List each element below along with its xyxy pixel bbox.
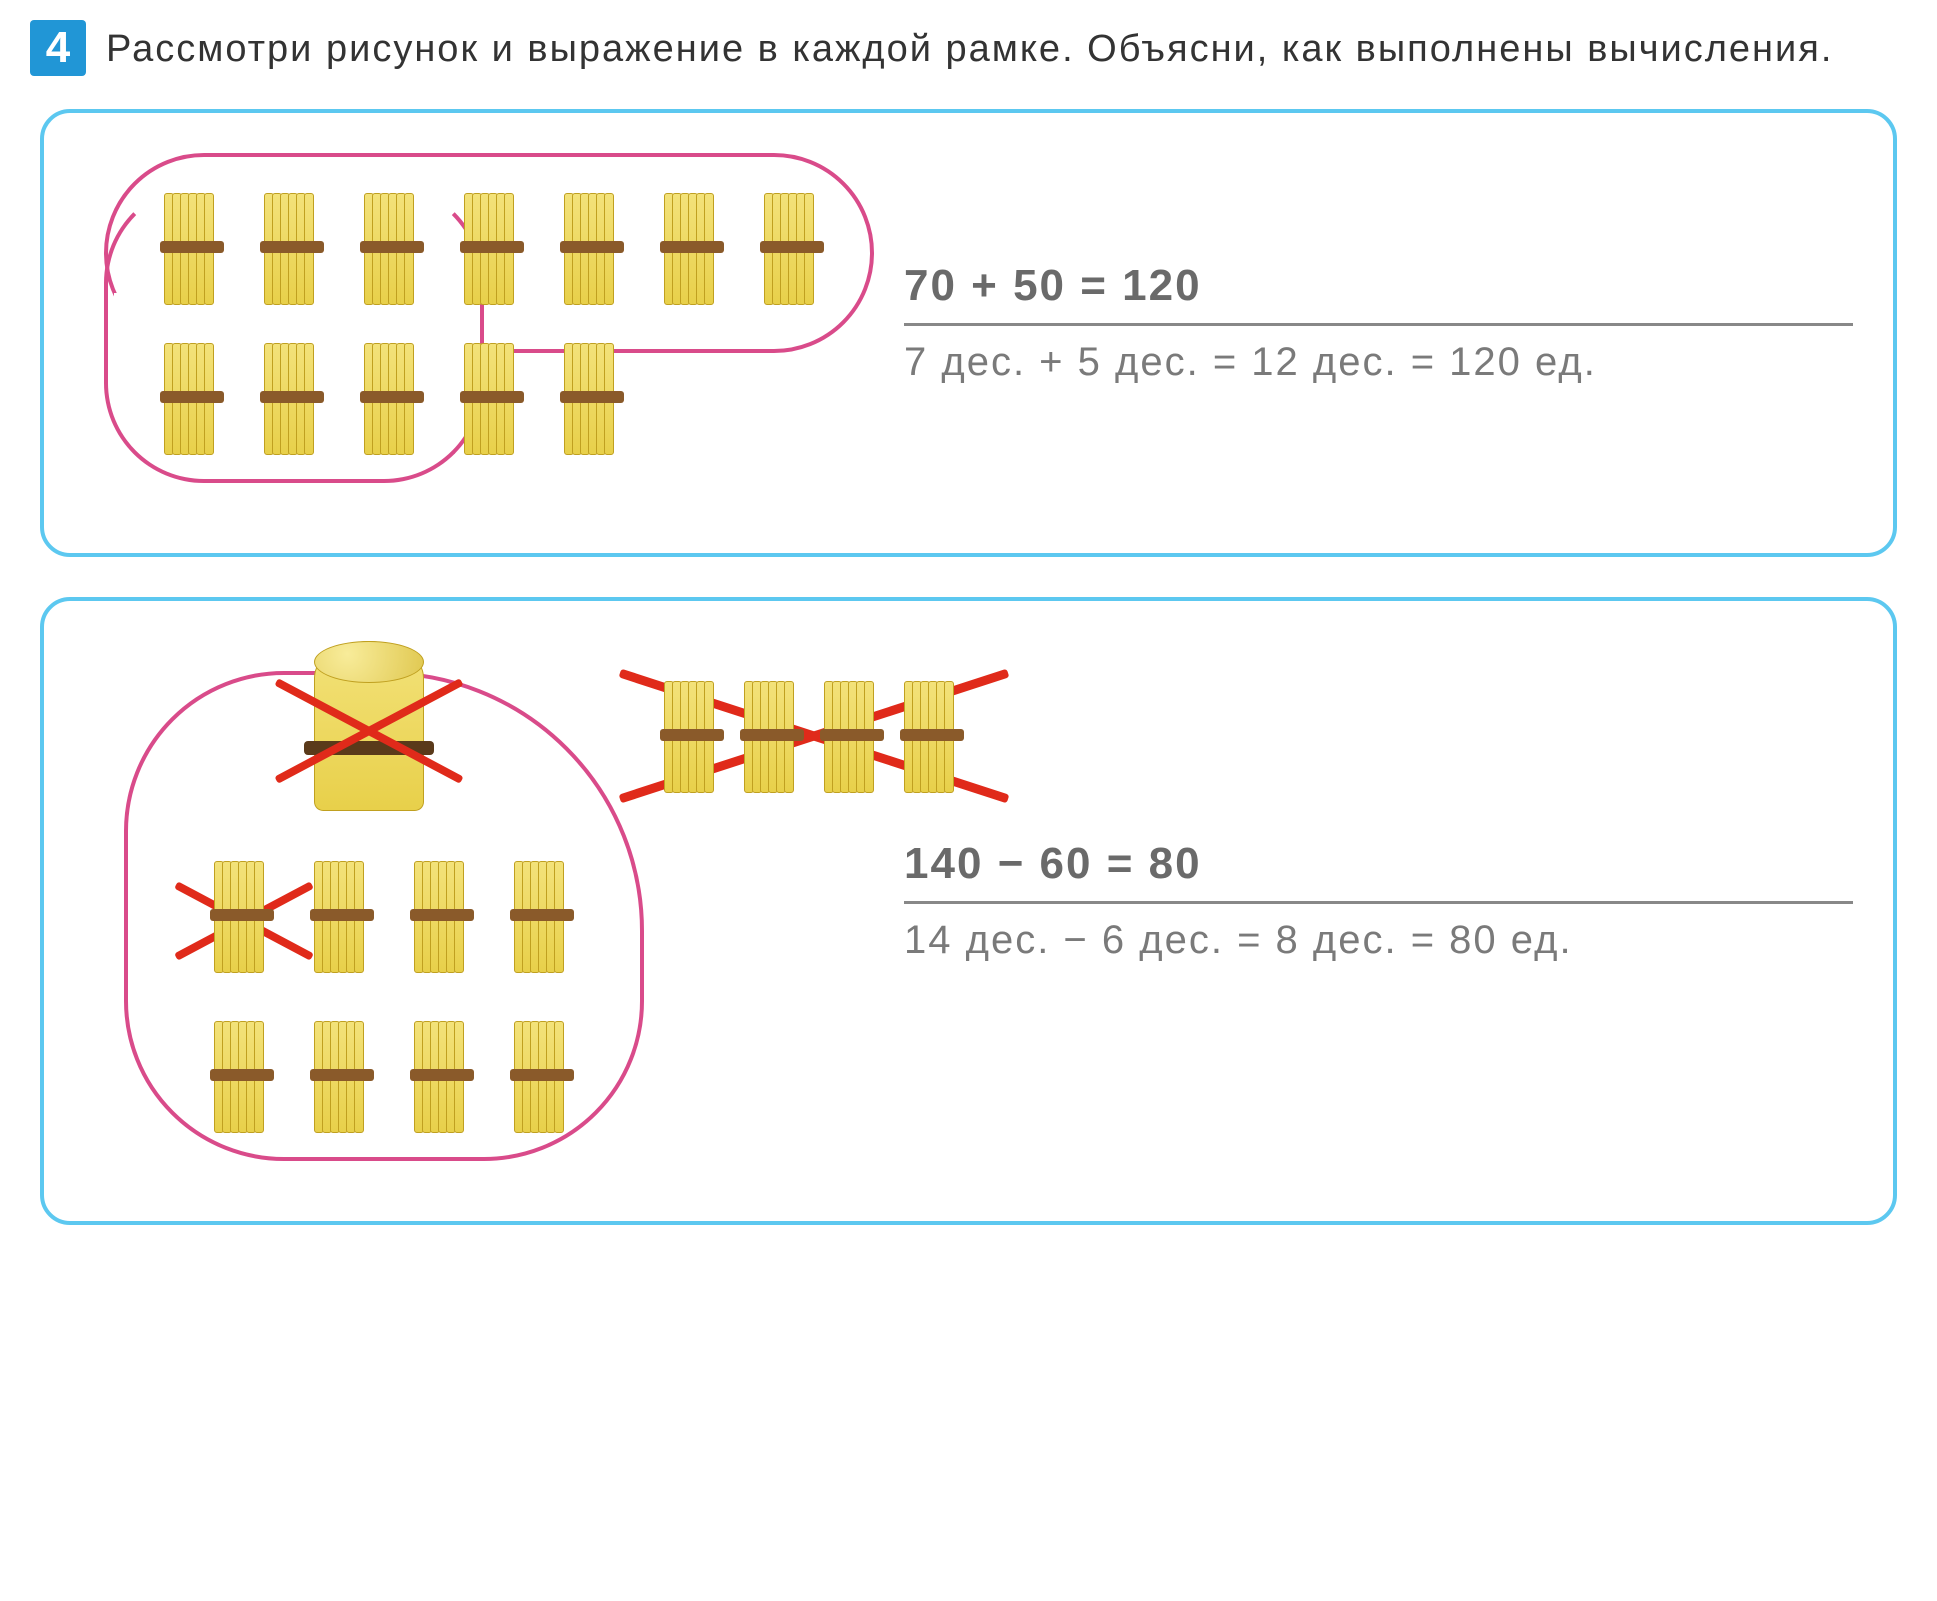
frame-1-equation-main: 70 + 50 = 120 [904,261,1853,326]
stick-bundle-icon [904,681,960,791]
stick-bundle-icon [744,681,800,791]
stick-bundle-icon [164,193,220,303]
stick-bundle-icon [314,1021,370,1131]
frame-2-illustration [84,631,904,1171]
task-number-badge: 4 [30,20,86,76]
stick-bundle-icon [464,343,520,453]
stick-bundle-icon [264,343,320,453]
stick-bundle-icon [514,1021,570,1131]
stick-bundle-icon [824,681,880,791]
page: 4 Рассмотри рисунок и выражение в каждой… [0,0,1937,1285]
frame-2-equation-main: 140 − 60 = 80 [904,839,1853,904]
frame-2-equation-sub: 14 дес. − 6 дес. = 8 дес. = 80 ед. [904,918,1853,963]
stick-bundle-icon [564,193,620,303]
frame-2-equations: 140 − 60 = 80 14 дес. − 6 дес. = 8 дес. … [904,839,1853,963]
cross-icon [294,651,444,811]
stick-bundle-icon [164,343,220,453]
frame-1-illustration [84,143,904,503]
frame-2: 140 − 60 = 80 14 дес. − 6 дес. = 8 дес. … [40,597,1897,1225]
stick-bundle-icon [564,343,620,453]
stick-bundle-icon [214,1021,270,1131]
stick-bundle-icon [664,681,720,791]
task-header: 4 Рассмотри рисунок и выражение в каждой… [30,20,1907,79]
stick-bundle-icon [364,343,420,453]
frame-1-equations: 70 + 50 = 120 7 дес. + 5 дес. = 12 дес. … [904,261,1853,385]
stick-bundle-icon [314,861,370,971]
stick-bundle-icon [464,193,520,303]
stick-bundle-icon [664,193,720,303]
stick-bundle-icon [364,193,420,303]
stick-bundle-icon [764,193,820,303]
frame-1-equation-sub: 7 дес. + 5 дес. = 12 дес. = 120 ед. [904,340,1853,385]
stick-bundle-icon [414,861,470,971]
task-instruction-text: Рассмотри рисунок и выражение в каждой р… [106,20,1907,79]
frame-1: 70 + 50 = 120 7 дес. + 5 дес. = 12 дес. … [40,109,1897,557]
stick-bundle-icon [414,1021,470,1131]
stick-bundle-icon [514,861,570,971]
stick-bundle-icon [214,861,270,971]
stick-bundle-icon [264,193,320,303]
